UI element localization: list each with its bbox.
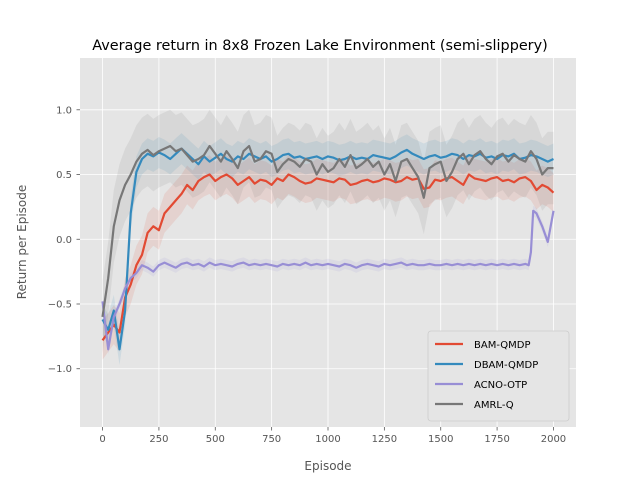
y-tick-label: 1.0 — [56, 105, 72, 116]
y-axis-label: Return per Episode — [15, 185, 29, 300]
legend-label-acno-otp: ACNO-OTP — [474, 380, 527, 391]
x-axis-label: Episode — [304, 459, 351, 473]
bam-qmdp-band — [102, 155, 554, 360]
amrl-q-band — [102, 109, 554, 354]
chart-title: Average return in 8x8 Frozen Lake Enviro… — [92, 38, 547, 54]
x-tick-label: 2000 — [541, 434, 566, 445]
x-tick-label: 250 — [149, 434, 168, 445]
x-tick-label: 1500 — [428, 434, 453, 445]
y-tick-label: 0.0 — [56, 235, 72, 246]
y-tick-label: 0.5 — [56, 170, 72, 181]
legend-label-amrl-q: AMRL-Q — [474, 400, 514, 411]
x-axis-ticks: 0 250 500 750 1000 1250 1500 1750 2000 — [99, 427, 566, 445]
x-tick-label: 1250 — [372, 434, 397, 445]
legend-label-dbam-qmdp: DBAM-QMDP — [474, 360, 538, 371]
legend: BAM-QMDP DBAM-QMDP ACNO-OTP AMRL-Q — [427, 330, 570, 422]
y-tick-label: −0.5 — [48, 300, 72, 311]
x-tick-label: 0 — [99, 434, 105, 445]
x-tick-label: 1000 — [315, 434, 340, 445]
y-axis-ticks: −1.0 −0.5 0.0 0.5 1.0 — [48, 105, 80, 375]
bam-qmdp-line — [101, 173, 555, 341]
legend-box — [427, 330, 570, 422]
y-tick-label: −1.0 — [48, 364, 72, 375]
x-tick-label: 500 — [206, 434, 225, 445]
legend-label-bam-qmdp: BAM-QMDP — [474, 340, 531, 351]
x-tick-label: 1750 — [484, 434, 509, 445]
amrl-q-line — [101, 144, 554, 318]
acno-otp-line — [101, 209, 555, 351]
dbam-qmdp-line — [101, 147, 554, 351]
series-lines — [101, 144, 555, 351]
x-tick-label: 750 — [262, 434, 281, 445]
